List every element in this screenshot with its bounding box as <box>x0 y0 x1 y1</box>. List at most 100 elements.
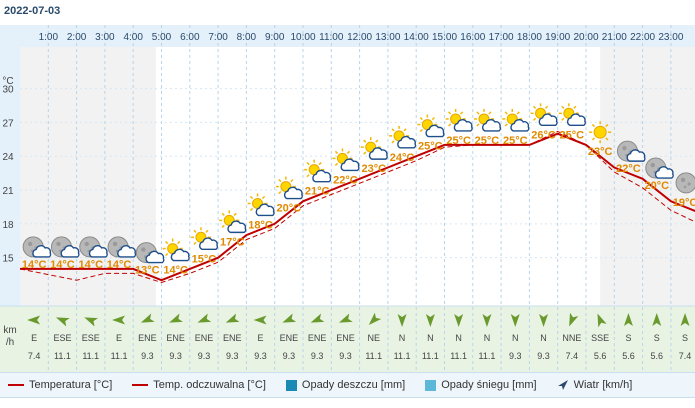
temperature-data-label: 22°C <box>616 163 641 175</box>
legend-snow-label: Opady śniegu [mm] <box>441 379 537 391</box>
legend-wind[interactable]: Wiatr [km/h] <box>557 379 633 391</box>
hour-label: 18:00 <box>517 32 542 43</box>
wind-unit-label: km <box>3 325 16 336</box>
legend-snow[interactable]: Opady śniegu [mm] <box>425 379 537 391</box>
wind-arrow-icon <box>197 313 212 323</box>
temperature-data-label: 13°C <box>135 265 160 277</box>
wind-direction-label: S <box>625 333 631 343</box>
temperature-data-label: 21°C <box>305 186 330 198</box>
wind-arrow-icon <box>510 314 520 327</box>
temperature-data-label: 26°C <box>531 129 556 141</box>
temperature-line <box>20 132 695 282</box>
wind-direction-label: N <box>540 333 547 343</box>
temperature-data-label: 23°C <box>361 163 386 175</box>
chart-legend: Temperatura [°C] Temp. odczuwalna [°C] O… <box>0 372 695 398</box>
wind-arrow-icon <box>368 312 382 325</box>
hour-label: 7:00 <box>208 32 228 43</box>
sun-cloud-icon <box>389 125 417 149</box>
legend-feels-like[interactable]: Temp. odczuwalna [°C] <box>132 379 266 391</box>
sun-cloud-icon <box>502 108 530 132</box>
wind-direction-label: NNE <box>562 333 581 343</box>
wind-arrow-icon <box>597 313 607 328</box>
sun-cloud-icon <box>332 148 360 172</box>
wind-speed-label: 9.3 <box>339 351 352 361</box>
night-partly-cloudy-icon <box>107 236 137 258</box>
wind-speed-label: 5.6 <box>594 351 607 361</box>
wind-direction-label: S <box>654 333 660 343</box>
night-partly-cloudy-icon <box>50 236 80 258</box>
temperature-data-label: 22°C <box>333 174 358 186</box>
temperature-data-label: 23°C <box>588 146 613 158</box>
temperature-data-label: 25°C <box>560 129 585 141</box>
wind-speed-label: 9.3 <box>537 351 550 361</box>
legend-temperature-label: Temperatura [°C] <box>29 379 113 391</box>
wind-speed-label: 5.6 <box>650 351 663 361</box>
wind-direction-label: SSE <box>591 333 609 343</box>
wind-speed-label: 11.1 <box>54 351 71 361</box>
wind-speed-label: 9.3 <box>509 351 522 361</box>
sun-cloud-icon <box>304 159 332 183</box>
night-partly-cloudy-icon <box>79 236 108 258</box>
wind-speed-label: 7.4 <box>679 351 692 361</box>
temperature-data-label: 20°C <box>644 180 669 192</box>
wind-arrow-icon <box>282 313 297 323</box>
legend-wind-label: Wiatr [km/h] <box>573 379 633 391</box>
wind-speed-label: 11.1 <box>82 351 99 361</box>
sun-cloud-icon <box>417 114 445 138</box>
wind-direction-label: N <box>455 333 462 343</box>
legend-snow-swatch <box>425 379 437 391</box>
wind-speed-label: 11.1 <box>422 351 439 361</box>
wind-direction-label: ENE <box>223 333 242 343</box>
wind-arrow-icon <box>557 380 568 390</box>
wind-arrow-icon <box>55 317 70 327</box>
chart-date: 2022-07-03 <box>4 5 61 17</box>
temperature-data-label: 14°C <box>163 265 188 277</box>
wind-arrow-icon <box>397 314 407 327</box>
hour-label: 6:00 <box>180 32 200 43</box>
wind-speed-label: 11.1 <box>111 351 128 361</box>
wind-arrow-icon <box>652 313 662 326</box>
y-tick-label: 27 <box>2 118 14 129</box>
hour-label: 2:00 <box>67 32 87 43</box>
wind-arrow-icon <box>112 315 126 325</box>
wind-speed-label: 7.4 <box>28 351 41 361</box>
wind-arrow-icon <box>680 313 690 326</box>
temperature-data-label: 24°C <box>390 152 415 164</box>
y-tick-label: 15 <box>2 254 14 265</box>
wind-direction-label: E <box>116 333 122 343</box>
hour-label: 19:00 <box>545 32 570 43</box>
temperature-data-label: 20°C <box>277 203 302 215</box>
hour-header-band <box>0 25 695 47</box>
hour-label: 9:00 <box>265 32 285 43</box>
wind-direction-label: S <box>682 333 688 343</box>
temperature-data-label: 18°C <box>248 219 273 231</box>
legend-rain-label: Opady deszczu [mm] <box>301 379 406 391</box>
wind-arrow-icon <box>425 314 435 327</box>
temperature-data-label: 25°C <box>446 135 471 147</box>
sun-cloud-icon <box>445 108 473 132</box>
wind-direction-label: N <box>399 333 406 343</box>
temperature-data-label: 25°C <box>503 135 528 147</box>
y-tick-label: 24 <box>2 152 14 163</box>
hour-label: 10:00 <box>290 32 315 43</box>
sun-cloud-icon <box>190 227 219 250</box>
temperature-data-label: 17°C <box>220 236 245 248</box>
wind-direction-label: ENE <box>308 333 327 343</box>
wind-arrow-icon <box>569 312 579 327</box>
sun-cloud-icon <box>247 193 275 217</box>
temperature-data-label: 14°C <box>107 259 132 271</box>
wind-unit-label: /h <box>6 337 14 348</box>
legend-temperature[interactable]: Temperatura [°C] <box>8 379 112 391</box>
legend-rain[interactable]: Opady deszczu [mm] <box>285 379 406 391</box>
night-partly-cloudy-icon <box>645 157 674 179</box>
wind-direction-label: ENE <box>195 333 214 343</box>
weather-chart: 15 18 21 24 27 30°C 1:00 2:00 3:00 4:00 5:00 6:00 7:… <box>0 25 695 372</box>
wind-direction-label: N <box>427 333 434 343</box>
wind-arrow-icon <box>140 313 155 323</box>
temperature-data-label: 14°C <box>50 259 75 271</box>
hour-label: 20:00 <box>573 32 598 43</box>
sun-cloud-icon <box>275 176 303 200</box>
sun-cloud-icon <box>530 103 558 127</box>
hour-label: 13:00 <box>375 32 400 43</box>
hour-label: 22:00 <box>630 32 655 43</box>
